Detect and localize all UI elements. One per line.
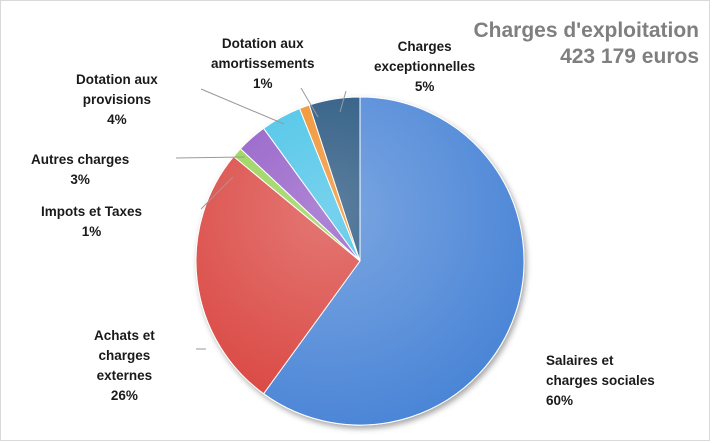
slice-percent: 1%	[253, 76, 273, 91]
slice-percent: 1%	[81, 224, 102, 239]
slice-percent: 3%	[70, 172, 90, 187]
slice-percent: 60%	[546, 393, 574, 408]
slice-label-line: charges sociales	[546, 373, 655, 388]
slice-label-line: externes	[96, 368, 153, 383]
slice-label-achats-et-charges-externes: Achats et charges externes 26%	[94, 326, 155, 406]
slice-label-salaires-et-charges-sociales: Salaires et charges sociales 60%	[546, 351, 655, 411]
chart-subtitle: 423 179 euros	[560, 45, 699, 68]
slice-percent: 26%	[110, 388, 138, 403]
slice-label-line: provisions	[82, 92, 152, 107]
slice-label-charges-exceptionnelles: Charges exceptionnelles 5%	[374, 37, 475, 97]
leader-line	[200, 176, 234, 210]
slice-percent: 5%	[414, 79, 435, 94]
slice-label-line: amortissements	[211, 56, 315, 71]
leader-line	[300, 87, 319, 118]
slice-label-line: Dotation aux	[221, 36, 304, 51]
slice-label-dotation-aux-provisions: Dotation aux provisions 4%	[76, 70, 158, 130]
chart-title: Charges d'exploitation	[473, 19, 699, 42]
slice-label-line: charges	[98, 348, 151, 363]
slice-label-line: Dotation aux	[76, 72, 158, 87]
leader-line	[339, 90, 347, 113]
slice-label-line: Charges	[397, 39, 452, 54]
slice-percent: 4%	[107, 112, 127, 127]
leader-line	[175, 156, 246, 159]
leader-lines	[175, 87, 347, 350]
slice-label-line: Salaires et	[546, 353, 614, 368]
slice-label-line: Achats et	[94, 328, 155, 343]
leader-line	[200, 88, 285, 125]
slice-label-line: exceptionnelles	[374, 59, 476, 74]
slice-label-line: Autres charges	[31, 152, 130, 167]
slice-label-autres-charges: Autres charges 3%	[31, 150, 129, 190]
slice-label-impots-et-taxes: Impots et Taxes 1%	[41, 202, 142, 242]
pie-highlight	[196, 97, 524, 425]
slice-label-dotation-aux-amortissements: Dotation aux amortissements 1%	[211, 34, 315, 94]
slice-label-line: Impots et Taxes	[41, 204, 143, 219]
